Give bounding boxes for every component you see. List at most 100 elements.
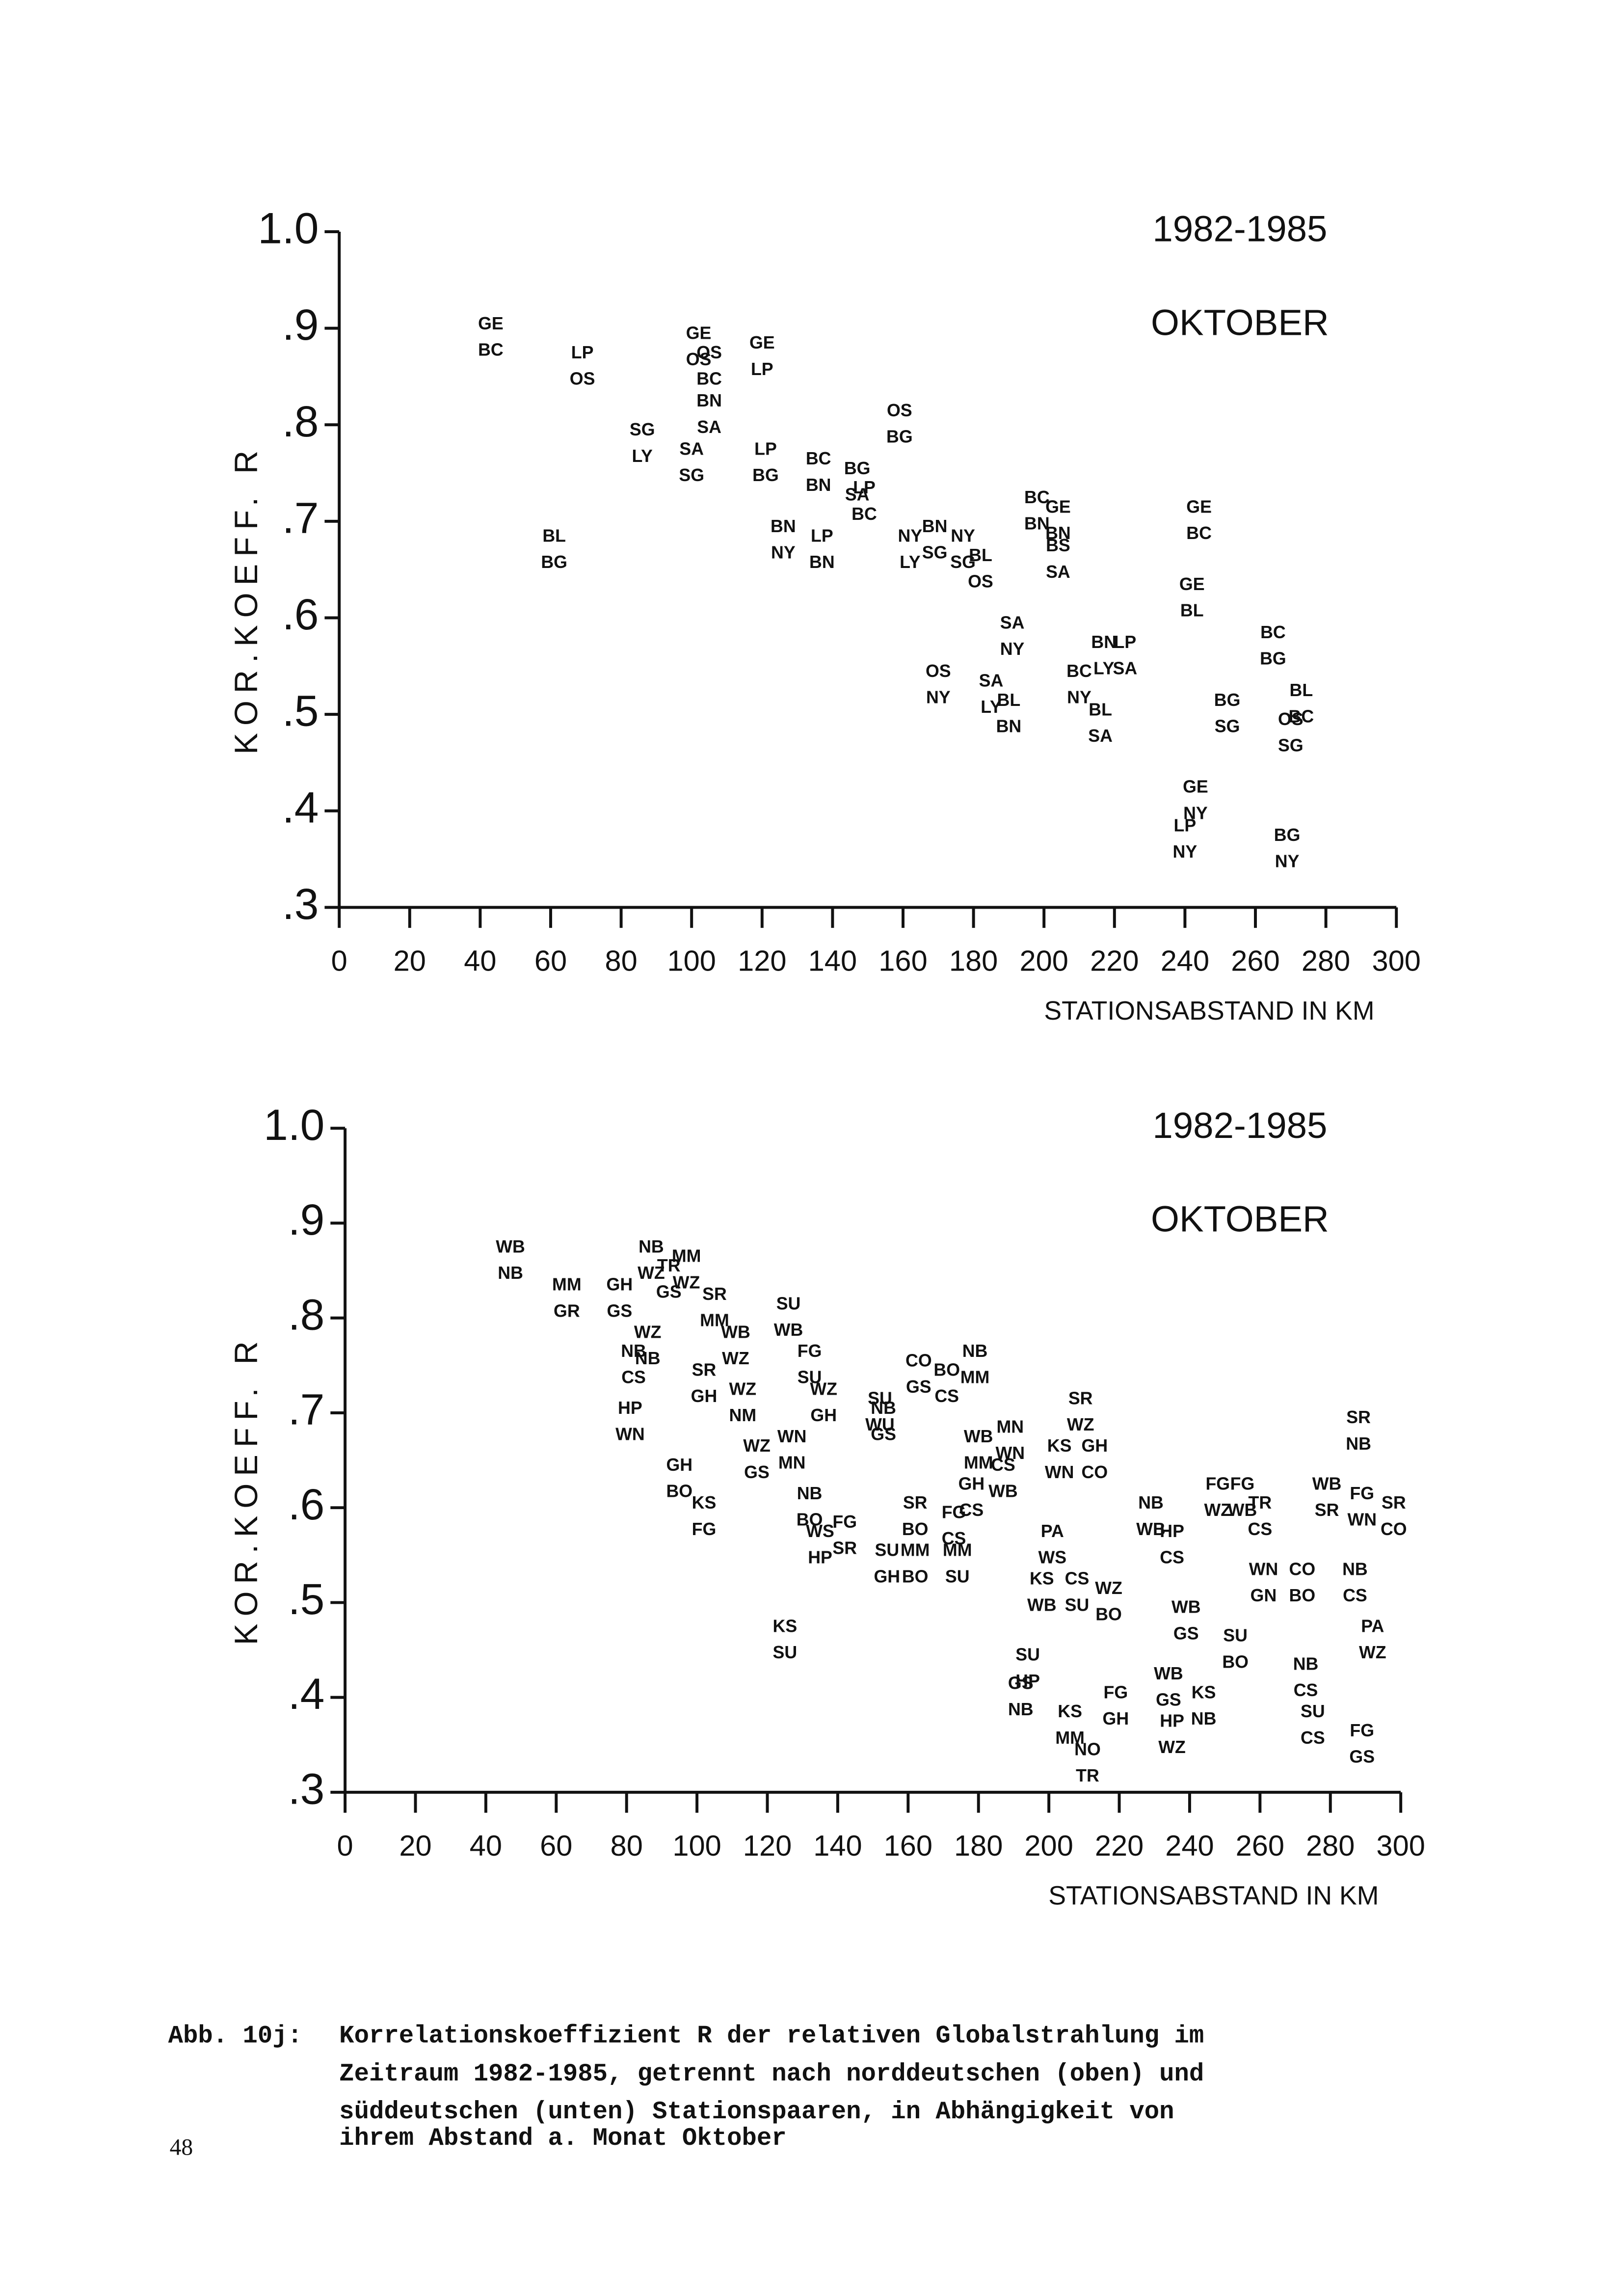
point: NY LY — [898, 526, 923, 572]
point-label: LP — [853, 478, 876, 497]
point-label: OS — [926, 661, 951, 681]
point: SA NY — [1000, 613, 1025, 659]
point-label: BL — [1290, 680, 1313, 700]
point-label: WB — [721, 1322, 750, 1342]
point-label: OS — [1278, 709, 1304, 729]
point-label: FG — [1205, 1474, 1230, 1493]
point-label: SU — [875, 1540, 899, 1560]
point: CS SU — [1065, 1569, 1090, 1615]
x-tick-label: 200 — [1024, 1829, 1073, 1862]
point-label: CS — [1160, 1548, 1184, 1567]
point-label: GH — [958, 1474, 985, 1493]
point: BL BG — [541, 526, 567, 572]
point: SR NB — [1346, 1407, 1371, 1454]
point: PA WS — [1038, 1521, 1067, 1567]
point-label: MM — [672, 1246, 701, 1266]
point-label: MM — [1055, 1728, 1085, 1748]
point: KS WN — [1045, 1436, 1074, 1482]
point-label: WB — [988, 1481, 1018, 1501]
point-label: SU — [1065, 1595, 1090, 1615]
point-label: SA — [679, 439, 704, 459]
point-label: BG — [844, 459, 871, 478]
point: NB CS — [1293, 1654, 1319, 1701]
point: CO BO — [1289, 1559, 1316, 1605]
point-label: KS — [773, 1616, 798, 1636]
point: TR CS — [1248, 1493, 1273, 1539]
point-label: BN — [809, 552, 835, 572]
x-tick-label: 300 — [1376, 1829, 1425, 1862]
point-label: WZ — [810, 1379, 837, 1399]
point-label: BN — [771, 516, 796, 536]
point-label: BO — [666, 1481, 692, 1501]
point-label: NB — [1346, 1434, 1371, 1454]
point-label: BL — [1089, 700, 1112, 719]
point-label: GH — [1082, 1436, 1108, 1456]
point-label: WZ — [1359, 1643, 1386, 1662]
point-label: BC — [1186, 523, 1212, 543]
point: WZ NB — [634, 1322, 662, 1368]
point: NB BO — [797, 1484, 823, 1530]
point: SU BO — [1222, 1626, 1249, 1672]
y-tick-label: .5 — [282, 686, 319, 735]
x-tick-label: 60 — [534, 944, 567, 977]
point: WZ GH — [810, 1379, 837, 1425]
point-label: LY — [981, 697, 1002, 717]
x-tick-label: 20 — [399, 1829, 431, 1862]
point-label: HP — [1160, 1711, 1184, 1731]
point: LP BG — [752, 439, 779, 486]
point-label: GS — [1173, 1623, 1199, 1643]
point: WS HP — [806, 1521, 834, 1567]
point: BN LY — [1091, 632, 1117, 678]
point-label: SG — [950, 552, 976, 572]
point-label: WB — [496, 1237, 525, 1256]
point: OS BC — [696, 343, 722, 389]
point: TR GS — [656, 1256, 682, 1302]
point: BL BN — [996, 690, 1022, 736]
x-tick-label: 300 — [1372, 944, 1421, 977]
point: SR GH — [691, 1360, 718, 1406]
point: BG NY — [1274, 825, 1301, 871]
point: FG SR — [832, 1512, 857, 1558]
point: HP WN — [615, 1398, 645, 1444]
caption-line: süddeutschen (unten) Stationspaaren, in … — [339, 2098, 1174, 2126]
point-label: NY — [1000, 639, 1025, 659]
point-label: WN — [615, 1425, 645, 1444]
point-label: WN — [1045, 1462, 1074, 1482]
point: NB MM — [960, 1341, 990, 1387]
point-label: BO — [902, 1519, 929, 1539]
point-label: WZ — [729, 1379, 757, 1399]
point: KS MM — [1055, 1702, 1085, 1748]
point: LP NY — [1173, 815, 1197, 862]
point-label: BG — [752, 465, 779, 485]
point-label: SA — [979, 671, 1004, 690]
point-label: CS — [1065, 1569, 1090, 1589]
point-label: BC — [851, 504, 877, 524]
point: CS WB — [988, 1455, 1018, 1501]
point-label: NB — [635, 1349, 661, 1368]
point-label: NB — [797, 1484, 823, 1503]
point-label: OS — [887, 401, 912, 420]
point: WB NB — [496, 1237, 525, 1283]
point-label: WS — [806, 1521, 834, 1541]
point-label: GE — [1183, 777, 1208, 797]
point-label: TR — [1249, 1493, 1272, 1513]
point-label: SR — [1346, 1407, 1371, 1427]
point-label: LP — [811, 526, 833, 545]
point-label: KS — [1047, 1436, 1072, 1456]
annotation: 1982-1985 — [1152, 1105, 1327, 1146]
point: FG WN — [1347, 1484, 1377, 1530]
point-label: NY — [898, 526, 923, 545]
x-tick-label: 220 — [1090, 944, 1139, 977]
point-label: BN — [806, 475, 831, 495]
point: BL SA — [1088, 700, 1113, 746]
point-label: FG — [1230, 1474, 1255, 1493]
y-axis-label: KOR.KOEFF. R — [228, 1334, 264, 1645]
point-label: WB — [964, 1427, 993, 1446]
point-label: GH — [874, 1567, 900, 1586]
point: BN NY — [771, 516, 796, 563]
point: BG SG — [1214, 690, 1241, 736]
point: BC NY — [1066, 661, 1092, 707]
point-label: WZ — [1158, 1737, 1186, 1757]
point: GE BN — [1045, 497, 1071, 543]
